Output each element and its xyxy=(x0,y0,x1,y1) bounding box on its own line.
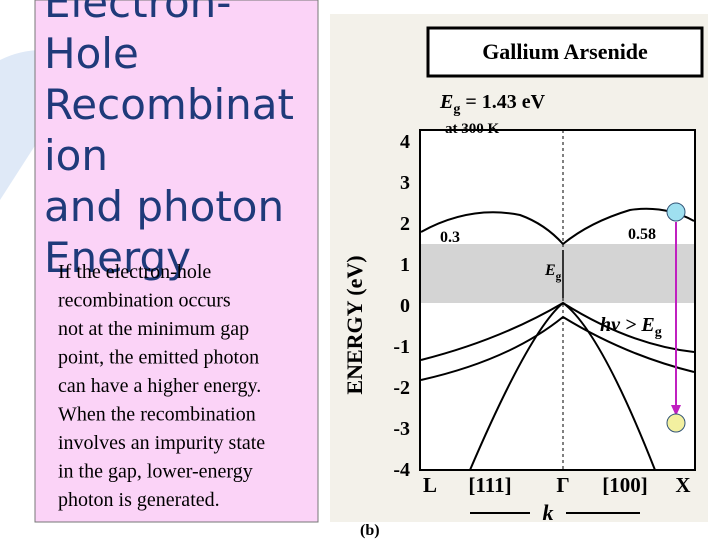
gap-label-rest: = 1.43 eV xyxy=(460,91,545,113)
photon-label: hν > Eg xyxy=(600,314,662,340)
y-tick-label: 1 xyxy=(400,254,410,276)
y-axis-label: ENERGY (eV) xyxy=(342,255,367,394)
x-label: [100] xyxy=(602,473,648,497)
title-line: ion xyxy=(44,131,108,180)
y-tick-label: -3 xyxy=(393,418,410,440)
figure-heading: Gallium Arsenide xyxy=(482,39,648,64)
body-line: If the electron-hole xyxy=(58,261,211,283)
photon-label-sub: g xyxy=(655,325,662,340)
light-hole-band xyxy=(469,301,656,471)
body-line: photon is generated. xyxy=(58,489,220,511)
text-box xyxy=(34,0,319,523)
gap-label: Eg = 1.43 eV xyxy=(439,91,546,117)
eg-marker: Eg xyxy=(544,262,562,283)
y-tick-label: -4 xyxy=(393,459,410,481)
title-line: Electron- xyxy=(44,0,231,27)
x-label: [111] xyxy=(468,473,511,497)
electron xyxy=(666,202,686,222)
y-tick-label: 0 xyxy=(400,295,410,317)
title-line: Hole xyxy=(44,29,139,78)
x-label: L xyxy=(423,473,437,497)
title-line: Energy xyxy=(44,233,191,282)
gap-label-main: E xyxy=(439,91,453,113)
x-label: Γ xyxy=(556,473,569,497)
x-offset: 0.58 xyxy=(628,226,656,243)
body-line: can have a higher energy. xyxy=(58,375,261,397)
y-tick-label: 4 xyxy=(400,131,410,153)
body-line: not at the minimum gap xyxy=(58,318,249,340)
body-line: in the gap, lower-energy xyxy=(58,461,253,483)
body-line: When the recombination xyxy=(58,404,256,426)
k-label: k xyxy=(543,500,554,525)
figure-heading-box xyxy=(426,26,704,78)
body-line: point, the emitted photon xyxy=(58,347,259,369)
temperature: at 300 K xyxy=(445,121,499,137)
body-line: recombination occurs xyxy=(58,290,231,312)
eg-marker-main: E xyxy=(544,262,556,279)
eg-marker-sub: g xyxy=(556,271,562,283)
gap-label-sub: g xyxy=(453,102,460,117)
photon-label-main: hν > E xyxy=(600,314,655,336)
split-off-band xyxy=(420,315,695,381)
y-tick-label: 2 xyxy=(400,213,410,235)
conduction-band xyxy=(420,207,695,246)
y-tick-label: 3 xyxy=(400,172,410,194)
x-label: X xyxy=(675,473,690,497)
photon-arrowhead xyxy=(671,405,681,416)
l-offset: 0.3 xyxy=(440,229,460,246)
hole xyxy=(666,413,686,433)
body-line: involves an impurity state xyxy=(58,432,265,454)
panel-label: (b) xyxy=(360,522,380,539)
y-tick-label: -1 xyxy=(393,336,410,358)
title-line: and photon xyxy=(44,182,284,231)
title-line: Recombinat xyxy=(44,80,294,129)
band-gap xyxy=(421,244,694,303)
y-tick-label: -2 xyxy=(393,377,410,399)
